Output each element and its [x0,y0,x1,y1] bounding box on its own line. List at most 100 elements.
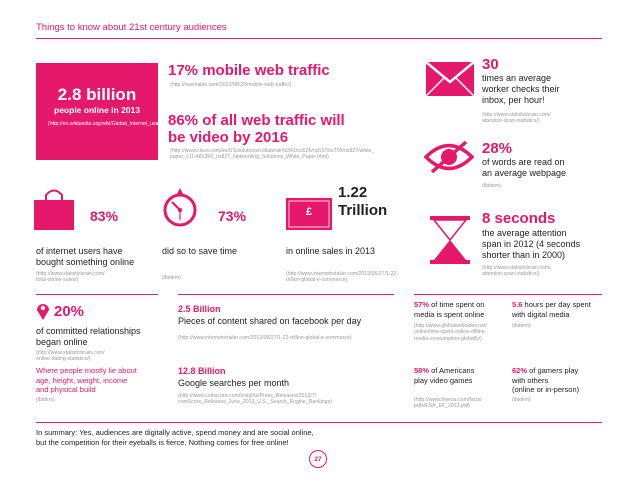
attention-text-line2: span in 2012 (4 seconds [482,239,581,249]
hourglass-icon [430,216,470,264]
google-source: (http://www.comscore.com/Insights/Press_… [178,393,332,406]
read-source: (ibidem) [482,183,501,189]
attention-text-line1: the average attention [482,228,567,238]
attention-value: 8 seconds [482,210,556,227]
emails-source-line1: (http://www.statisticbrain.com/ [482,112,551,118]
sales-source-line2: trillion-global-e-commerce) [286,277,348,284]
time-value: 73% [218,208,247,224]
summary-text: In summary: Yes, audiences are digitally… [36,428,314,448]
divider-left [36,294,158,295]
billion-value: 2.8 billion [57,85,137,104]
emails-text-line2: worker checks their [482,84,560,94]
lie-text-line3: and physical build [36,385,96,394]
mobile-headline: 17% mobile web traffic [168,62,330,79]
digital-text: 5.6 hours per day spent with digital med… [512,300,591,319]
gamers-text: 58% of Americans play video games [414,366,474,385]
video-headline-line1: 86% of all web traffic will [168,112,345,129]
facebook-value: 2.5 Billion [178,304,221,314]
mobile-source: (http://mashable.com/2013/08/20/mobile-w… [170,82,292,88]
social-time-source-line3: media-consumption-globally/) [414,335,482,342]
gamers-others-text-line2: with others [512,375,549,385]
shopping-value: 83% [90,208,119,224]
digital-value: 5.6 [512,300,523,309]
divider-middle [178,294,394,295]
relationships-source-line1: (http://www.statisticbrain.com/ [36,350,105,356]
google-text: Google searches per month [178,378,290,388]
page-header: Things to know about 21st century audien… [36,22,227,33]
sales-text: in online sales in 2013 [286,246,376,256]
billion-source: (http://en.wikipedia.org/wiki/Global_Int… [48,121,166,127]
attention-text-line3: shorter than in 2000) [482,250,566,260]
lie-text: Where people mostly lie about age, heigh… [36,366,137,395]
digital-source: (ibidem) [512,323,531,329]
attention-text: the average attention span in 2012 (4 se… [482,228,580,261]
digital-text-line2: with digital media [512,309,570,319]
billion-label: people online in 2013 [54,105,140,115]
emails-text-line1: times an average [482,73,552,83]
shopping-text-line2: bought something online [36,257,135,267]
video-headline: 86% of all web traffic will be video by … [168,112,345,146]
social-time-text-line1: of time spent on [429,300,485,309]
lie-text-line1: Where people mostly lie about [36,366,137,375]
gamers-source-line2: pdfs/ESA_EF_2013.pdf) [414,403,470,410]
shopping-bag-icon [34,189,74,230]
divider-right [414,294,602,295]
page-number: 27 [309,450,327,468]
video-source-line2: paper_c11-481360_ns827_Networking_Soluti… [170,154,329,161]
gamers-source: (http://www.theesa.com/facts/ pdfs/ESA_E… [414,397,482,410]
relationships-text: of committed relationships began online [36,326,141,348]
gamers-others-text: 62% of gamers play with others (online o… [512,366,579,395]
social-time-value: 57% [414,300,430,309]
lie-text-line2: age, height, weight, income [36,375,128,385]
gamers-text-line2: play video games [414,375,473,385]
relationships-source: (http://www.statisticbrain.com/ online-d… [36,350,105,363]
footer-rule [36,422,602,423]
emails-source-line2: attention-span-statistics/) [482,118,540,125]
shopping-source: (http://www.statisticbrain.com/ total-on… [36,271,105,284]
emails-source: (http://www.statisticbrain.com/ attentio… [482,112,551,125]
gamers-others-text-line3: (online or in-person) [512,385,580,394]
attention-source-line2: attention-span-statistics/) [482,271,540,278]
summary-line2: but the competition for their eyeballs i… [36,438,289,447]
social-time-text: 57% of time spent on media is spent onli… [414,300,484,319]
clock-icon [163,188,197,227]
gamers-value: 58% [414,366,430,375]
read-text-line2: an average webpage [482,168,567,178]
sales-value-line2: Trillion [338,202,388,219]
attention-source-line1: (http://www.statisticbrain.com/ [482,265,551,271]
read-value: 28% [482,140,513,157]
video-headline-line2: be video by 2016 [168,129,289,146]
emails-value: 30 [482,56,499,73]
time-source: (ibidem) [162,275,181,281]
digital-text-line1: hours per day spent [522,300,591,309]
read-text-line1: of words are read on [482,157,565,167]
social-time-source-line2: online/time-spent-online-offline- [414,329,487,336]
relationships-source-line2: online-dating-statistics/) [36,356,91,363]
attention-source: (http://www.statisticbrain.com/ attentio… [482,265,551,278]
header-rule [36,38,602,39]
google-source-line2: comScore_Releases_June_2013_U.S._Search_… [178,399,332,406]
emails-text: times an average worker checks their inb… [482,73,560,106]
relationships-value: 20% [54,303,85,320]
sales-source-line1: (http://www.internetretailer.com/2013/06… [286,271,399,277]
social-time-text-line2: media is spent online [414,309,485,319]
summary-line1: In summary: Yes, audiences are digitally… [36,428,314,437]
billion-box: 2.8 billion people online in 2013 (http:… [36,63,166,160]
gamers-source-line1: (http://www.theesa.com/facts/ [414,397,482,403]
shopping-text-line1: of internet users have [36,246,123,256]
shopping-text: of internet users have bought something … [36,246,134,268]
sales-value: 1.22 Trillion [338,184,387,220]
card-symbol: £ [305,206,313,218]
sales-source: (http://www.internetretailer.com/2013/06… [286,271,398,284]
gamers-others-text-line1: of gamers play [527,366,579,375]
envelope-icon [426,62,474,96]
time-text: did so to save time [162,246,238,256]
video-source: (http://www.cisco.com/en/US/solutions/co… [170,148,374,161]
gamers-others-value: 62% [512,366,528,375]
social-time-source-line1: (http://www.globalwebindex.net/ [414,323,487,329]
location-pin-icon [37,304,49,320]
social-time-source: (http://www.globalwebindex.net/ online/t… [414,323,487,342]
facebook-text: Pieces of content shared on facebook per… [178,316,362,326]
facebook-source: (http://www.internetretailer.com/2013/06… [178,335,352,341]
gamers-others-source: (ibidem) [512,397,531,403]
